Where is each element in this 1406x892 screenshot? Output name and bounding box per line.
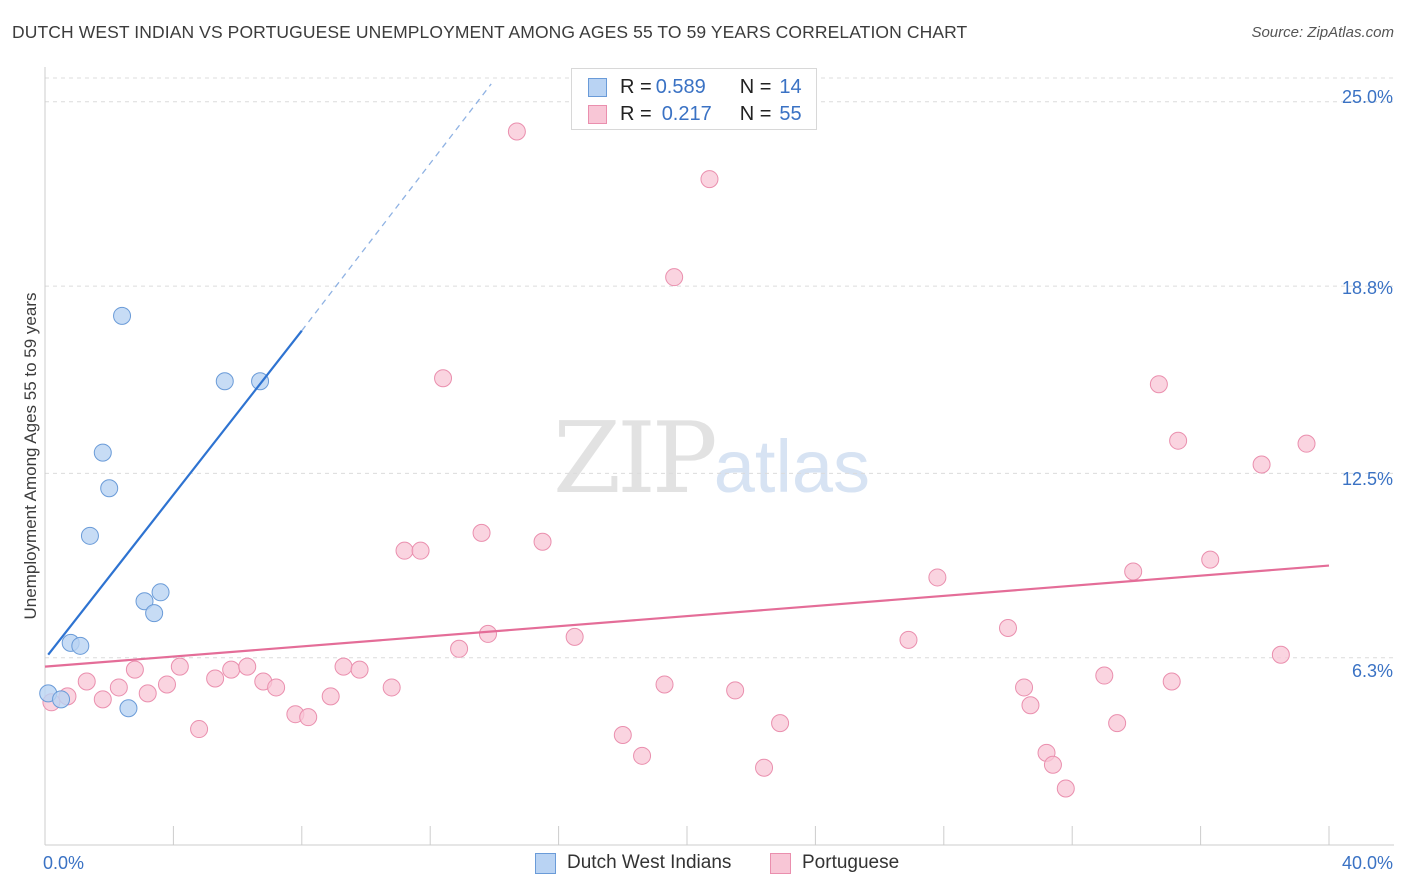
r-label: R = bbox=[620, 102, 652, 125]
dutch-west-indian-point bbox=[151, 583, 170, 602]
n-value: 14 bbox=[779, 75, 802, 98]
portuguese-point bbox=[450, 639, 469, 658]
dutch-west-indian-point bbox=[52, 690, 71, 709]
portuguese-point bbox=[1108, 714, 1127, 733]
chart-title: DUTCH WEST INDIAN VS PORTUGUESE UNEMPLOY… bbox=[12, 22, 968, 42]
source-label: Source: ZipAtlas.com bbox=[1251, 24, 1394, 41]
r-label: R = bbox=[620, 75, 652, 98]
portuguese-point bbox=[206, 669, 225, 688]
portuguese-point bbox=[665, 268, 684, 287]
portuguese-point bbox=[1095, 666, 1114, 685]
dutch-west-indian-point bbox=[119, 699, 138, 718]
watermark-atlas: atlas bbox=[713, 425, 871, 508]
portuguese-point bbox=[395, 541, 414, 560]
n-label: N = bbox=[739, 75, 772, 98]
legend-label: Portuguese bbox=[802, 852, 900, 873]
r-value: 0.217 bbox=[661, 102, 712, 125]
portuguese-point bbox=[899, 630, 918, 649]
stats-legend-row-pink: R = 0.217 N = 55 bbox=[588, 101, 802, 127]
portuguese-point bbox=[157, 675, 176, 694]
portuguese-point bbox=[565, 627, 584, 646]
x-tick-label-max: 40.0% bbox=[1341, 853, 1393, 873]
portuguese-point bbox=[411, 541, 430, 560]
portuguese-point bbox=[170, 657, 189, 676]
dutch-west-indian-point bbox=[80, 526, 99, 545]
portuguese-point bbox=[434, 369, 453, 388]
portuguese-point bbox=[1252, 455, 1271, 474]
watermark: ZIPatlas bbox=[553, 402, 870, 516]
portuguese-point bbox=[1021, 696, 1040, 715]
portuguese-point bbox=[138, 684, 157, 703]
portuguese-point bbox=[125, 660, 144, 679]
portuguese-point bbox=[238, 657, 257, 676]
blue-swatch bbox=[535, 852, 556, 874]
portuguese-point bbox=[478, 624, 497, 643]
portuguese-point bbox=[1201, 550, 1220, 569]
portuguese-point bbox=[350, 660, 369, 679]
portuguese-point bbox=[1169, 431, 1188, 450]
portuguese-point bbox=[771, 714, 790, 733]
portuguese-point bbox=[726, 681, 745, 700]
r-value: 0.589 bbox=[655, 75, 706, 98]
portuguese-point bbox=[382, 678, 401, 697]
x-tick-label-min: 0.0% bbox=[43, 853, 85, 873]
legend-item-dutch-west-indians[interactable]: Dutch West Indians bbox=[535, 852, 731, 874]
legend-label: Dutch West Indians bbox=[567, 852, 732, 873]
portuguese-point bbox=[755, 758, 774, 777]
watermark-zip: ZIP bbox=[553, 402, 718, 516]
portuguese-point bbox=[321, 687, 340, 706]
portuguese-point bbox=[1124, 562, 1143, 581]
dutch-west-indian-point bbox=[100, 479, 119, 498]
dutch-west-indian-point bbox=[135, 592, 154, 611]
portuguese-point bbox=[222, 660, 241, 679]
dutch-west-indian-trendline-extension bbox=[301, 83, 492, 332]
pink-swatch bbox=[588, 104, 607, 124]
dutch-west-indian-point bbox=[113, 306, 132, 325]
stats-legend: R = 0.589 N = 14 R = 0.217 N = 55 bbox=[571, 68, 817, 130]
dutch-west-indian-point bbox=[93, 443, 112, 462]
portuguese-point bbox=[77, 672, 96, 691]
portuguese-point bbox=[928, 568, 947, 587]
portuguese-point bbox=[472, 523, 491, 542]
n-label: N = bbox=[739, 102, 772, 125]
y-tick-label: 25.0% bbox=[1341, 87, 1393, 107]
legend-item-portuguese[interactable]: Portuguese bbox=[770, 852, 899, 874]
portuguese-point bbox=[1149, 375, 1168, 394]
dutch-west-indian-trendline bbox=[47, 330, 303, 656]
portuguese-point bbox=[507, 122, 526, 141]
portuguese-point bbox=[267, 678, 286, 697]
portuguese-point bbox=[533, 532, 552, 551]
dutch-west-indian-point bbox=[71, 636, 90, 655]
portuguese-point bbox=[1271, 645, 1290, 664]
portuguese-point bbox=[1015, 678, 1034, 697]
portuguese-point bbox=[633, 746, 652, 765]
portuguese-point bbox=[334, 657, 353, 676]
stats-legend-row-blue: R = 0.589 N = 14 bbox=[588, 74, 802, 100]
portuguese-point bbox=[1043, 755, 1062, 774]
y-tick-label: 12.5% bbox=[1341, 469, 1393, 489]
dutch-west-indian-point bbox=[145, 604, 164, 623]
portuguese-point bbox=[613, 726, 632, 745]
y-tick-label: 6.3% bbox=[1351, 661, 1393, 681]
y-tick-label: 18.8% bbox=[1341, 278, 1393, 298]
portuguese-point bbox=[109, 678, 128, 697]
pink-swatch bbox=[770, 852, 791, 874]
portuguese-point bbox=[999, 618, 1017, 637]
portuguese-trendline bbox=[44, 564, 1330, 668]
portuguese-point bbox=[1297, 434, 1316, 453]
portuguese-point bbox=[93, 690, 112, 709]
portuguese-point bbox=[700, 170, 719, 189]
n-value: 55 bbox=[779, 102, 802, 125]
portuguese-point bbox=[1162, 672, 1181, 691]
portuguese-point bbox=[655, 675, 674, 694]
blue-swatch bbox=[588, 77, 607, 97]
portuguese-point bbox=[1056, 779, 1075, 798]
dutch-west-indian-point bbox=[215, 372, 234, 391]
portuguese-point bbox=[299, 708, 318, 727]
portuguese-point bbox=[190, 720, 209, 739]
